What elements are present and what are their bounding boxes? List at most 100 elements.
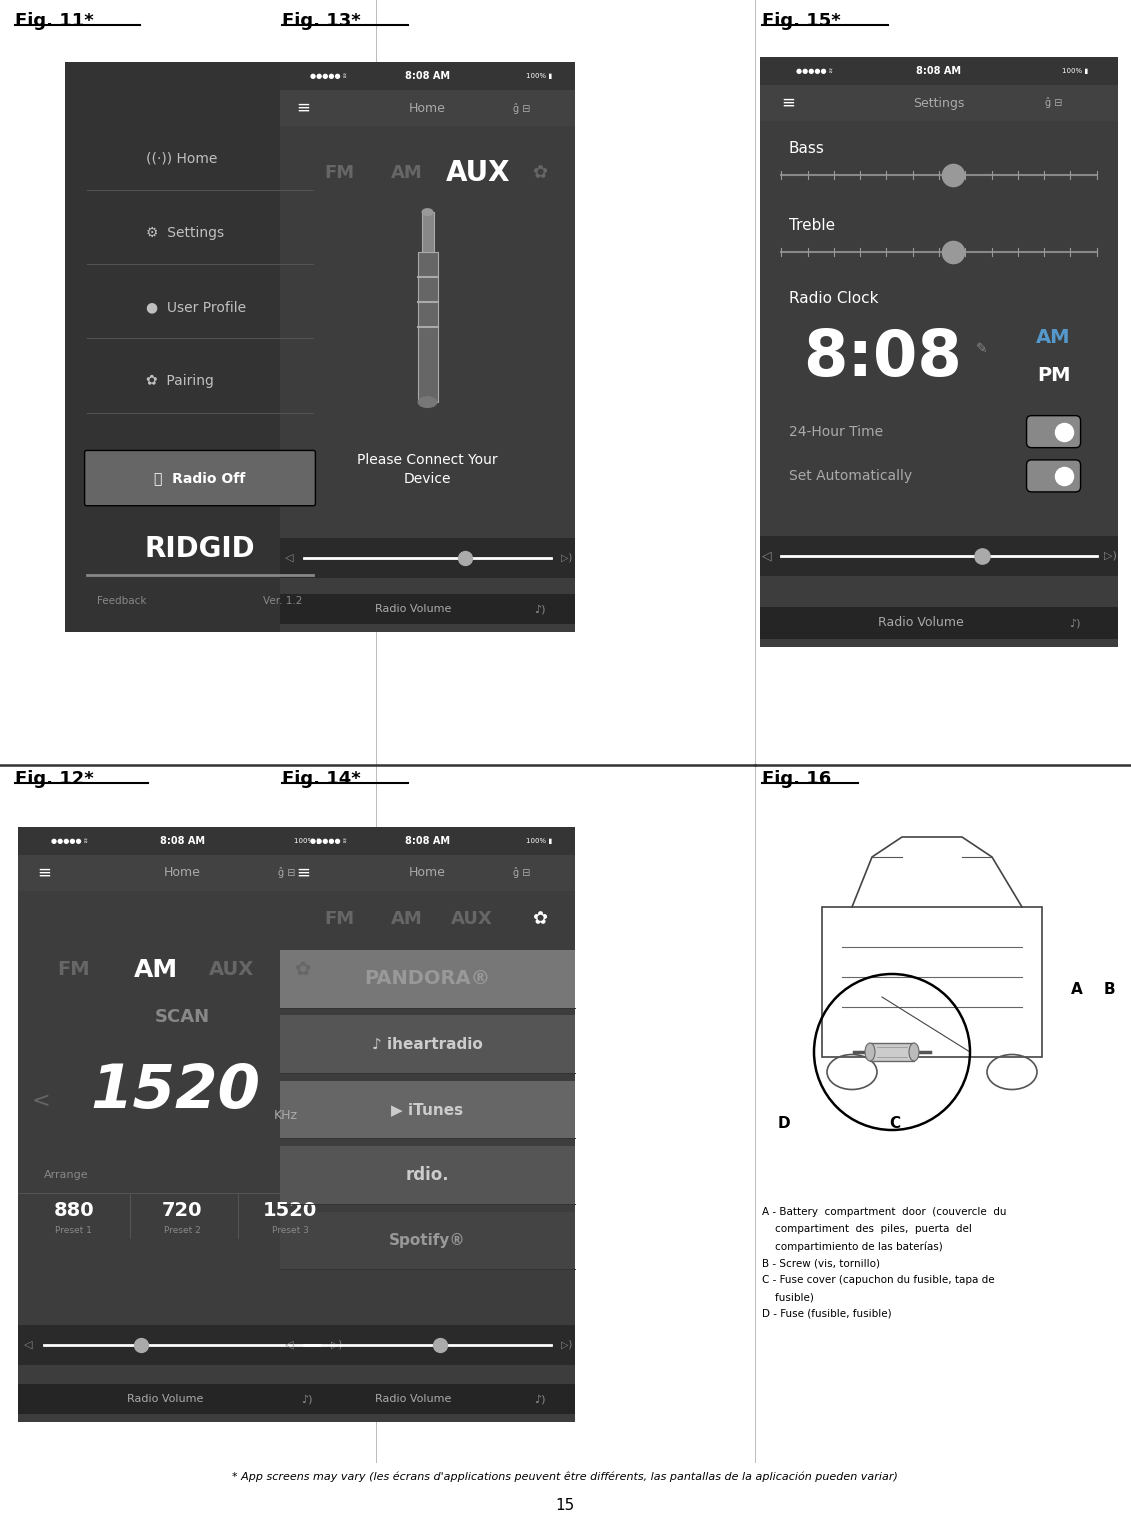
Text: 8:08: 8:08: [803, 327, 961, 389]
Text: * App screens may vary (les écrans d'applications peuvent être différents, las p: * App screens may vary (les écrans d'app…: [232, 1472, 898, 1483]
Bar: [18, 855, 346, 890]
Text: Spotify®: Spotify®: [389, 1232, 466, 1248]
Text: compartiment  des  piles,  puerta  del: compartiment des piles, puerta del: [762, 1225, 972, 1234]
Bar: [280, 90, 575, 127]
Text: Fig. 13*: Fig. 13*: [282, 12, 361, 31]
Text: FM: FM: [323, 910, 354, 928]
Text: ≡: ≡: [296, 864, 311, 883]
Text: FM: FM: [58, 960, 90, 979]
Text: Please Connect Your
Device: Please Connect Your Device: [357, 454, 498, 486]
Text: AUX: AUX: [451, 910, 493, 928]
Text: Fig. 16: Fig. 16: [762, 770, 831, 788]
Text: ▷): ▷): [1104, 551, 1117, 560]
Ellipse shape: [865, 1043, 875, 1061]
Text: Home: Home: [409, 866, 446, 880]
Text: Home: Home: [164, 866, 200, 880]
Text: RIDGID: RIDGID: [145, 536, 256, 563]
Text: ●  User Profile: ● User Profile: [146, 301, 247, 315]
Text: PANDORA®: PANDORA®: [364, 970, 491, 988]
Ellipse shape: [909, 1043, 920, 1061]
Text: 720: 720: [162, 1202, 202, 1220]
Text: ≡: ≡: [37, 864, 51, 883]
Bar: [280, 63, 575, 632]
Text: ♪): ♪): [534, 605, 545, 614]
Bar: [280, 594, 575, 625]
Bar: [870, 1043, 914, 1061]
Bar: [280, 950, 575, 1008]
Text: ((·)) Home: ((·)) Home: [146, 151, 217, 166]
Text: Fig. 14*: Fig. 14*: [282, 770, 361, 788]
Bar: [280, 855, 575, 890]
Text: rdio.: rdio.: [406, 1167, 449, 1183]
Text: ◁: ◁: [24, 1339, 32, 1350]
Bar: [18, 1324, 346, 1365]
Bar: [822, 907, 1042, 1057]
Text: ⚙  Settings: ⚙ Settings: [146, 226, 224, 240]
Text: 1520: 1520: [264, 1202, 318, 1220]
Text: 8:08 AM: 8:08 AM: [916, 66, 961, 76]
Bar: [760, 536, 1119, 576]
Text: D - Fuse (fusible, fusible): D - Fuse (fusible, fusible): [762, 1309, 891, 1319]
Text: 8:08 AM: 8:08 AM: [159, 835, 205, 846]
Text: ◁: ◁: [285, 1339, 293, 1350]
Ellipse shape: [422, 208, 433, 217]
Bar: [760, 86, 1119, 121]
Text: >: >: [313, 1090, 333, 1110]
Text: B: B: [1104, 982, 1115, 997]
Text: Settings: Settings: [914, 96, 965, 110]
Text: B - Screw (vis, tornillo): B - Screw (vis, tornillo): [762, 1258, 880, 1267]
Text: Ver. 1.2: Ver. 1.2: [264, 596, 303, 606]
Text: ⏻  Radio Off: ⏻ Radio Off: [154, 472, 245, 486]
Text: 1520: 1520: [90, 1063, 260, 1121]
Bar: [762, 797, 1120, 1197]
Text: Radio Volume: Radio Volume: [879, 617, 964, 629]
Text: Home: Home: [409, 101, 446, 115]
Text: ◁: ◁: [285, 553, 293, 563]
FancyBboxPatch shape: [1027, 415, 1080, 447]
Text: 8:08 AM: 8:08 AM: [405, 70, 450, 81]
Bar: [760, 56, 1119, 86]
Bar: [64, 63, 335, 632]
Text: AM: AM: [1036, 328, 1071, 347]
Text: ●●●●● ʬ: ●●●●● ʬ: [310, 73, 346, 79]
Text: Radio Volume: Radio Volume: [374, 605, 451, 614]
Text: ✿: ✿: [295, 960, 311, 979]
Text: ≡: ≡: [782, 95, 795, 111]
Text: ✿: ✿: [532, 163, 547, 182]
Text: Set Automatically: Set Automatically: [788, 469, 912, 483]
Bar: [280, 1147, 575, 1203]
Bar: [18, 828, 346, 1422]
Bar: [760, 56, 1119, 647]
Bar: [280, 1081, 575, 1139]
Text: ●●●●● ʬ: ●●●●● ʬ: [51, 838, 87, 844]
Text: ✿  Pairing: ✿ Pairing: [146, 374, 214, 388]
Text: 24-Hour Time: 24-Hour Time: [788, 425, 883, 438]
Text: PM: PM: [1037, 366, 1070, 385]
Text: ▷): ▷): [561, 553, 572, 563]
Text: Radio Volume: Radio Volume: [374, 1394, 451, 1403]
Bar: [280, 828, 575, 855]
Text: ✎: ✎: [976, 342, 987, 356]
Text: ✿: ✿: [532, 910, 547, 928]
Bar: [280, 538, 575, 577]
Text: Preset 1: Preset 1: [55, 1226, 93, 1235]
Text: C: C: [889, 1116, 900, 1130]
Text: ●●●●● ʬ: ●●●●● ʬ: [310, 838, 346, 844]
Bar: [417, 252, 438, 402]
Text: AUX: AUX: [446, 159, 510, 188]
Text: Feedback: Feedback: [97, 596, 147, 606]
Bar: [280, 1383, 575, 1414]
Text: AM: AM: [133, 957, 178, 982]
Text: ♪): ♪): [301, 1394, 312, 1403]
Text: ♪): ♪): [1069, 618, 1081, 628]
Text: 8:08 AM: 8:08 AM: [405, 835, 450, 846]
Text: ♪ iheartradio: ♪ iheartradio: [372, 1037, 483, 1052]
Text: Bass: Bass: [788, 140, 824, 156]
Text: Radio Clock: Radio Clock: [788, 292, 878, 307]
Ellipse shape: [417, 395, 438, 408]
Text: 15: 15: [555, 1498, 575, 1513]
Text: ▷): ▷): [330, 1339, 342, 1350]
Text: ▶ iTunes: ▶ iTunes: [391, 1102, 464, 1118]
Text: ĝ ⊟: ĝ ⊟: [513, 102, 530, 113]
Bar: [760, 608, 1119, 638]
